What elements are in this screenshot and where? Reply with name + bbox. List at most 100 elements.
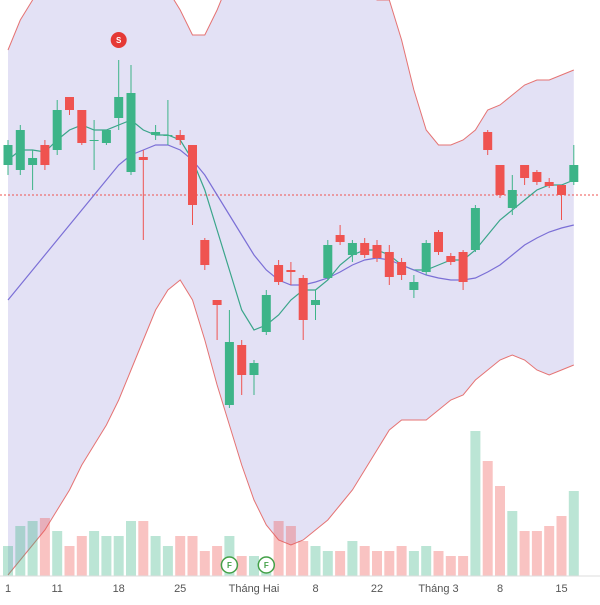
candle-body [446,256,456,262]
candle-body [384,252,394,277]
candle-body [101,130,111,143]
candle-body [286,270,296,272]
volume-bar [335,551,346,576]
candle-body [151,132,161,135]
volume-bar [113,536,124,576]
volume-bar [556,516,567,576]
volume-bar [199,551,210,576]
candle-body [163,135,173,136]
volume-bar [544,526,555,576]
event-label: S [116,36,122,45]
x-tick-label: 8 [497,583,503,595]
volume-bar [531,531,542,576]
x-tick-label: 18 [113,583,125,595]
x-tick-label: 25 [174,583,186,595]
x-tick-label: Tháng Hai [229,583,280,595]
volume-bar [470,431,481,576]
candle-body [311,300,320,305]
candle-body [507,190,517,208]
volume-bar [15,526,26,576]
volume-bar [495,486,505,576]
candle-body [483,132,493,150]
candle-body [397,262,407,275]
x-tick-label: Tháng 3 [418,583,458,595]
band-area [8,0,574,575]
volume-bar [359,546,370,576]
candle-body [360,243,370,255]
volume-bar [519,531,530,576]
candle-body [520,165,530,178]
candle-body [409,282,419,290]
candle-body [557,185,566,195]
candle-body [77,110,87,143]
event-label: F [227,561,232,570]
volume-bar [285,526,296,576]
candle-body [261,295,271,332]
volume-bar [126,521,136,576]
volume-bar [89,531,100,576]
volume-bar [347,541,358,576]
candle-body [175,135,185,140]
candle-body [323,245,333,278]
candle-body [40,145,50,165]
volume-bar [236,556,247,576]
x-tick-label: 11 [51,583,62,595]
candle-body [274,265,284,282]
candle-body [458,252,468,282]
volume-bar [322,551,333,576]
candle-body [138,157,148,160]
volume-bar [482,461,493,576]
candle-body [237,345,247,375]
volume-bar [64,546,75,576]
x-tick-label: 22 [371,583,383,595]
volume-bar [433,551,444,576]
volume-bar [421,546,432,576]
candle-body [470,208,480,250]
volume-bar [187,536,198,576]
candle-body [89,140,99,141]
candle-body [15,130,25,170]
volume-bar [273,521,284,576]
x-tick-label: 8 [312,583,318,595]
volume-bar [52,531,63,576]
candle-body [249,363,259,375]
volume-bar [175,536,186,576]
event-marker [220,556,239,574]
volume-bar [445,556,456,576]
volume-bar [408,551,419,576]
candle-body [532,172,542,182]
candle-body [347,243,357,255]
volume-bar [372,551,382,576]
event-marker [110,32,127,48]
candle-body [28,158,38,165]
candle-body [495,165,505,195]
candle-body [335,235,345,242]
volume-bar [298,541,309,576]
event-label: F [264,561,269,570]
volume-bar [396,546,407,576]
candle-body [65,97,74,110]
candle-body [212,300,222,305]
candle-body [188,145,197,205]
band-lower [7,279,574,576]
candle-body [224,342,234,405]
volume-bar [249,556,259,576]
volume-bar [138,521,149,576]
candle-body [126,93,136,172]
candle-body [544,182,554,186]
volume-bar [507,511,518,576]
x-tick-label: 1 [5,583,11,595]
candle-body [52,110,62,150]
volume-bar [101,536,112,576]
candle-body [569,165,579,182]
x-tick-label: 15 [555,583,567,595]
volume-bar [150,536,161,576]
volume-bar [458,556,469,576]
volume-bar [76,536,87,576]
band-upper [7,0,574,146]
volume-bar [162,546,173,576]
volume-bar [27,521,38,576]
volume-bar [39,518,50,576]
candle-body [421,243,431,272]
